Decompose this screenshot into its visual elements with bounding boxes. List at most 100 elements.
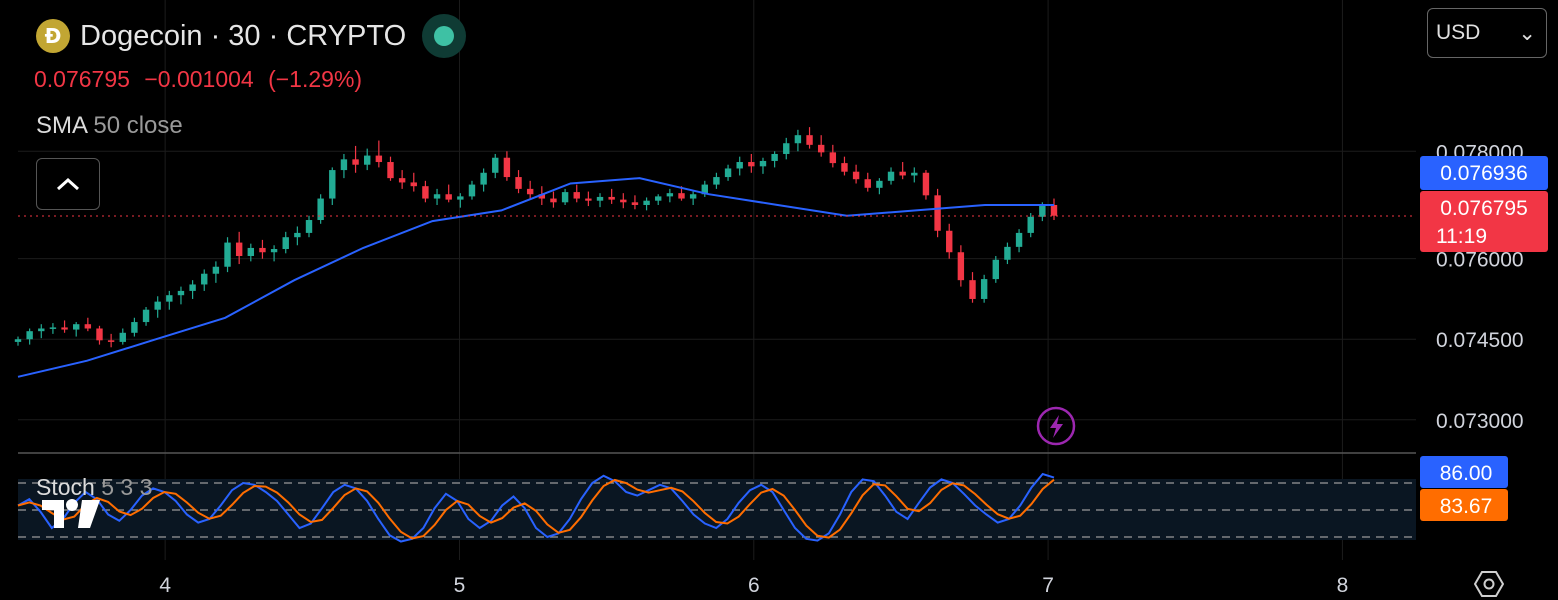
candle — [398, 178, 406, 183]
stoch-k-line — [17, 472, 1055, 543]
currency-select[interactable]: USD ⌄ — [1427, 8, 1547, 58]
candle — [561, 192, 569, 203]
candle — [235, 242, 243, 256]
candle — [969, 280, 976, 299]
time-tick-label: 6 — [748, 574, 760, 597]
candle — [992, 259, 999, 280]
candle — [771, 153, 778, 161]
candle — [119, 332, 126, 342]
stoch-k-tag — [1420, 456, 1508, 488]
price-quote: 0.076795 −0.001004 (−1.29%) — [34, 66, 370, 93]
candle — [503, 157, 511, 178]
candle — [26, 331, 33, 340]
candle — [270, 249, 278, 253]
candle — [526, 188, 534, 195]
candle — [899, 171, 906, 176]
candle — [887, 171, 895, 181]
candle — [154, 301, 161, 310]
time-tick-label: 7 — [1042, 574, 1054, 597]
symbol-title: Dogecoin · 30 · CRYPTO — [80, 19, 407, 52]
candle — [457, 196, 464, 200]
candle — [305, 220, 313, 233]
candle — [247, 247, 255, 256]
market-open-icon — [422, 14, 467, 58]
candle — [864, 179, 871, 188]
candle — [492, 157, 499, 173]
collapse-legend-button[interactable] — [36, 158, 100, 210]
candle — [946, 230, 953, 253]
stoch-legend[interactable]: Stoch 5 3 3 — [36, 474, 152, 501]
candle — [480, 172, 487, 185]
chevron-down-icon: ⌄ — [1518, 21, 1536, 45]
candle — [841, 163, 848, 172]
candlestick-series — [14, 127, 1058, 348]
price-tick-label: 0.076000 — [1436, 249, 1524, 272]
last-price-label: 0.076795 — [1440, 197, 1528, 220]
settings-icon[interactable] — [1474, 570, 1504, 598]
candle — [317, 198, 324, 221]
candle — [1027, 216, 1034, 233]
candle — [678, 193, 685, 199]
stoch-value-tags: 86.00 83.67 — [1420, 456, 1508, 521]
symbol-header[interactable]: Ð Dogecoin · 30 · CRYPTO — [36, 14, 467, 58]
candle — [422, 186, 429, 199]
candle — [142, 309, 150, 323]
candle — [177, 290, 185, 296]
candle — [14, 339, 22, 342]
candle — [724, 168, 732, 178]
candle — [620, 199, 627, 203]
bar-countdown: 11:19 — [1436, 225, 1487, 248]
candle — [364, 155, 371, 165]
candle — [980, 279, 988, 299]
candle — [73, 324, 80, 330]
candle — [387, 162, 394, 179]
price-change: −0.001004 — [144, 66, 254, 92]
candle — [375, 155, 383, 163]
sma-legend[interactable]: SMA 50 close — [36, 112, 183, 140]
candle — [294, 232, 301, 238]
sma-name: SMA — [36, 112, 87, 139]
candle — [759, 160, 767, 167]
candle — [748, 162, 755, 167]
sma-line — [17, 177, 1054, 378]
candle — [608, 196, 615, 200]
candle — [1004, 246, 1011, 260]
candle — [911, 172, 918, 176]
candle — [736, 162, 743, 169]
time-tick-label: 8 — [1337, 574, 1349, 597]
last-price-tag: 0.076795 11:19 — [1420, 191, 1548, 252]
currency-value: USD — [1436, 21, 1481, 44]
candle — [852, 171, 860, 180]
price-tick-label: 0.074500 — [1436, 329, 1524, 352]
candle — [655, 196, 662, 201]
candle — [201, 273, 208, 285]
candle — [189, 284, 196, 291]
candle — [329, 170, 336, 199]
candle — [794, 135, 802, 144]
sma-value-tag: 0.076936 — [1420, 156, 1548, 190]
candle — [957, 252, 965, 281]
sma-value-label: 0.076936 — [1440, 162, 1528, 185]
time-axis: 4 5 6 7 8 — [159, 574, 1348, 597]
chevron-up-icon — [56, 177, 80, 191]
candle — [468, 184, 476, 197]
candle — [876, 180, 883, 188]
time-tick-label: 4 — [159, 574, 171, 597]
candle — [38, 328, 45, 332]
dogecoin-logo-icon: Ð — [36, 19, 70, 53]
last-price: 0.076795 — [34, 66, 130, 92]
candle — [922, 172, 930, 196]
candle — [515, 177, 522, 189]
bolt-icon[interactable] — [1036, 406, 1076, 446]
candle — [433, 194, 441, 199]
stoch-d-tag — [1420, 489, 1508, 521]
candle — [340, 159, 348, 171]
candle — [212, 266, 220, 274]
stoch-params: 5 3 3 — [101, 474, 153, 500]
candle — [806, 135, 813, 145]
candle — [410, 182, 417, 187]
candle — [107, 340, 115, 342]
sma-params: 50 close — [93, 112, 183, 139]
candle — [585, 198, 592, 201]
